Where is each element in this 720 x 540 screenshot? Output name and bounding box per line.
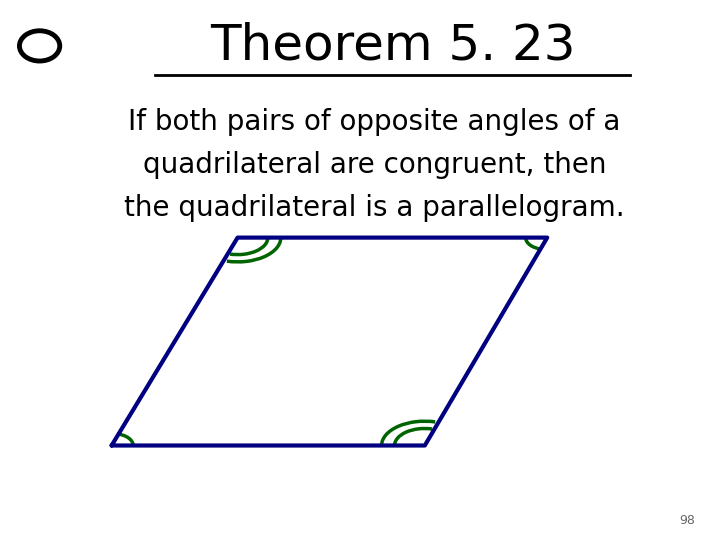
Text: If both pairs of opposite angles of a: If both pairs of opposite angles of a	[128, 108, 621, 136]
Text: Theorem 5. 23: Theorem 5. 23	[210, 22, 575, 70]
Text: quadrilateral are congruent, then: quadrilateral are congruent, then	[143, 151, 606, 179]
Text: 98: 98	[679, 514, 695, 526]
Text: the quadrilateral is a parallelogram.: the quadrilateral is a parallelogram.	[124, 194, 625, 222]
